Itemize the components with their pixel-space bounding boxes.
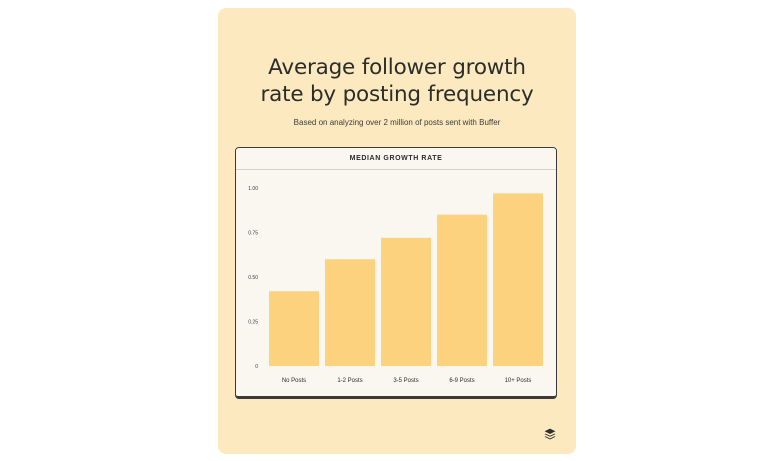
card-title: Average follower growth rate by posting …: [260, 55, 534, 107]
bar: [437, 214, 487, 366]
y-tick-label: 0: [255, 364, 258, 370]
y-tick-label: 0.75: [248, 231, 258, 237]
x-tick-label: No Posts: [282, 378, 306, 384]
chart-title: MEDIAN GROWTH RATE: [236, 148, 556, 170]
bar: [381, 237, 431, 366]
bar: [493, 193, 543, 366]
x-tick-label: 6-9 Posts: [449, 378, 474, 384]
card-subtitle: Based on analyzing over 2 million of pos…: [293, 118, 501, 127]
chart-card: Average follower growth rate by posting …: [218, 8, 576, 454]
y-tick-label: 1.00: [248, 186, 258, 192]
x-tick-label: 3-5 Posts: [393, 378, 418, 384]
bar: [269, 291, 319, 366]
chart-panel: MEDIAN GROWTH RATE 0 0.25 0.50 0.75 1.00 No P…: [235, 147, 557, 399]
bar-chart: 0 0.25 0.50 0.75 1.00 No Posts 1-2 Posts 3-5 Po…: [248, 186, 543, 384]
y-tick-label: 0.25: [248, 320, 258, 326]
buffer-logo-icon: [544, 428, 556, 440]
y-tick-label: 0.50: [248, 275, 258, 281]
x-tick-label: 1-2 Posts: [337, 378, 362, 384]
x-tick-label: 10+ Posts: [505, 378, 532, 384]
bar: [325, 259, 375, 366]
